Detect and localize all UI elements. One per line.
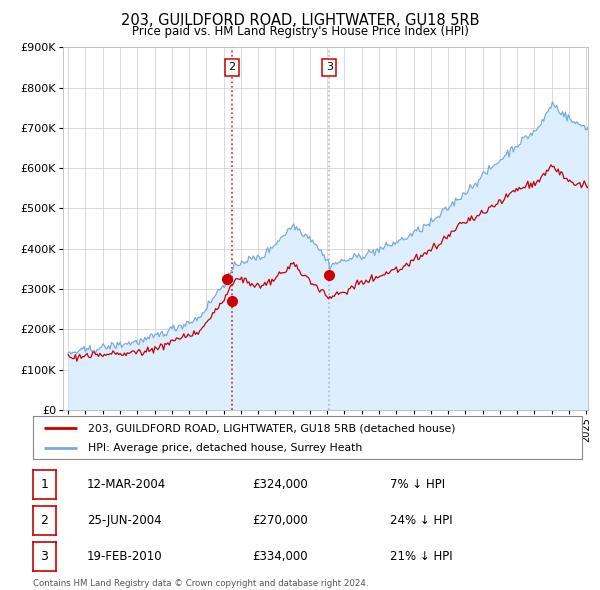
Text: £334,000: £334,000 — [252, 550, 308, 563]
Text: 12-MAR-2004: 12-MAR-2004 — [87, 478, 166, 491]
Text: 3: 3 — [326, 62, 333, 72]
Text: Price paid vs. HM Land Registry's House Price Index (HPI): Price paid vs. HM Land Registry's House … — [131, 25, 469, 38]
Text: 7% ↓ HPI: 7% ↓ HPI — [390, 478, 445, 491]
Text: 203, GUILDFORD ROAD, LIGHTWATER, GU18 5RB: 203, GUILDFORD ROAD, LIGHTWATER, GU18 5R… — [121, 13, 479, 28]
Text: 19-FEB-2010: 19-FEB-2010 — [87, 550, 163, 563]
Text: Contains HM Land Registry data © Crown copyright and database right 2024.: Contains HM Land Registry data © Crown c… — [33, 579, 368, 588]
Text: 3: 3 — [40, 550, 49, 563]
Text: HPI: Average price, detached house, Surrey Heath: HPI: Average price, detached house, Surr… — [88, 443, 362, 453]
Text: 24% ↓ HPI: 24% ↓ HPI — [390, 514, 452, 527]
Text: £270,000: £270,000 — [252, 514, 308, 527]
Text: 25-JUN-2004: 25-JUN-2004 — [87, 514, 161, 527]
Text: 203, GUILDFORD ROAD, LIGHTWATER, GU18 5RB (detached house): 203, GUILDFORD ROAD, LIGHTWATER, GU18 5R… — [88, 423, 455, 433]
Text: £324,000: £324,000 — [252, 478, 308, 491]
Text: 2: 2 — [229, 62, 235, 72]
Text: 1: 1 — [40, 478, 49, 491]
Text: 2: 2 — [40, 514, 49, 527]
Text: 21% ↓ HPI: 21% ↓ HPI — [390, 550, 452, 563]
